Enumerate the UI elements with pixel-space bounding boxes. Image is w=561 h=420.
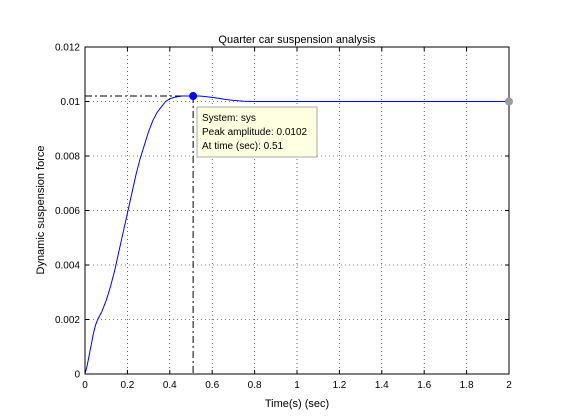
x-tick-label: 1.2: [332, 380, 346, 391]
y-tick-label: 0: [74, 370, 80, 381]
data-tip[interactable]: System: sys Peak amplitude: 0.0102 At ti…: [196, 106, 318, 158]
x-tick-label: 2: [506, 380, 512, 391]
x-tick-label: 0.4: [163, 380, 177, 391]
data-tip-box: [196, 106, 318, 158]
y-tick-label: 0.002: [55, 315, 80, 326]
y-tick-label: 0.008: [55, 152, 80, 163]
ticks: [84, 46, 510, 375]
x-tick-label: 0.2: [120, 380, 134, 391]
x-axis-label: Time(s) (sec): [265, 398, 329, 410]
x-tick-label: 1: [294, 380, 300, 391]
x-tick-label: 1.8: [460, 380, 474, 391]
x-tick-label: 0: [82, 380, 88, 391]
chart-title: Quarter car suspension analysis: [218, 34, 376, 46]
data-tip-system: System: sys: [202, 113, 256, 124]
x-tick-label: 0.8: [248, 380, 262, 391]
data-tip-time: At time (sec): 0.51: [202, 141, 284, 152]
x-tick-label: 0.6: [205, 380, 219, 391]
data-tip-peak-amplitude: Peak amplitude: 0.0102: [202, 127, 308, 138]
x-tick-label: 1.4: [375, 380, 389, 391]
y-axis-label: Dynamic suspension force: [35, 145, 47, 274]
y-tick-labels: 0 0.002 0.004 0.006 0.008 0.01 0.012: [55, 43, 80, 381]
y-tick-label: 0.006: [55, 206, 80, 217]
y-tick-label: 0.01: [61, 97, 81, 108]
x-tick-labels: 0 0.2 0.4 0.6 0.8 1 1.2 1.4 1.6 1.8 2: [82, 380, 512, 391]
final-value-marker[interactable]: [505, 97, 513, 106]
x-tick-label: 1.6: [417, 380, 431, 391]
grid: [85, 47, 509, 374]
y-tick-label: 0.004: [55, 261, 80, 272]
peak-marker[interactable]: [189, 92, 198, 101]
y-tick-label: 0.012: [55, 43, 80, 54]
series-line: [84, 95, 509, 375]
